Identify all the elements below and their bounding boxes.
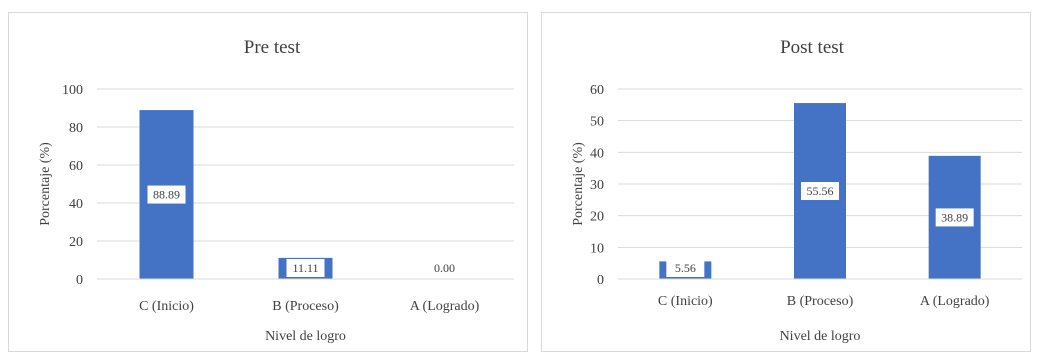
chart-post-test: Post test 0 10 20 30 40 50 60 5.56 C (Inicio) 55.5… bbox=[571, 37, 1022, 344]
x-tick-label: C (Inicio) bbox=[658, 294, 713, 309]
data-label-box bbox=[425, 259, 464, 277]
chart-panel-post-test: Post test 0 10 20 30 40 50 60 5.56 C (Inicio) 55.5… bbox=[541, 12, 1031, 352]
data-label-box bbox=[801, 182, 839, 201]
x-tick-label: C (Inicio) bbox=[139, 299, 194, 314]
y-tick-label: 60 bbox=[590, 83, 604, 98]
data-label: 11.11 bbox=[292, 261, 318, 275]
x-tick-label: B (Proceso) bbox=[787, 294, 854, 309]
y-tick-label: 80 bbox=[69, 121, 83, 136]
y-tick-label: 60 bbox=[69, 159, 83, 174]
data-label: 0.00 bbox=[434, 261, 455, 275]
y-tick-label: 50 bbox=[590, 115, 604, 130]
chart-pre-test: Pre test 0 20 40 60 80 100 88.89 C (Inicio) 11.11… bbox=[38, 37, 514, 344]
data-label: 88.89 bbox=[153, 188, 180, 202]
chart-title: Pre test bbox=[244, 37, 301, 58]
chart-panel-pre-test: Pre test 0 20 40 60 80 100 88.89 C (Inicio) 11.11… bbox=[8, 12, 528, 352]
x-tick-label: B (Proceso) bbox=[272, 299, 339, 314]
y-tick-label: 30 bbox=[590, 178, 604, 193]
data-label-box bbox=[286, 259, 325, 277]
y-tick-label: 100 bbox=[62, 83, 83, 98]
data-label-box bbox=[935, 208, 974, 227]
data-label: 5.56 bbox=[675, 261, 696, 275]
data-label-box bbox=[147, 185, 186, 204]
data-label: 38.89 bbox=[941, 210, 968, 224]
y-tick-label: 0 bbox=[76, 273, 83, 288]
y-tick-label: 40 bbox=[590, 146, 604, 161]
x-tick-label: A (Logrado) bbox=[920, 294, 990, 309]
y-tick-label: 40 bbox=[69, 197, 83, 212]
data-label: 55.56 bbox=[807, 184, 834, 198]
x-axis-label: Nivel de logro bbox=[265, 329, 346, 344]
y-tick-label: 0 bbox=[597, 273, 604, 288]
x-axis-label: Nivel de logro bbox=[780, 329, 861, 344]
y-axis-label: Porcentaje (%) bbox=[571, 142, 586, 226]
y-axis-label: Porcentaje (%) bbox=[38, 142, 53, 226]
y-tick-label: 20 bbox=[69, 235, 83, 250]
x-tick-label: A (Logrado) bbox=[410, 299, 480, 314]
data-label-box bbox=[666, 259, 705, 277]
y-tick-label: 10 bbox=[590, 241, 604, 256]
chart-title: Post test bbox=[780, 37, 845, 58]
y-tick-label: 20 bbox=[590, 210, 604, 225]
